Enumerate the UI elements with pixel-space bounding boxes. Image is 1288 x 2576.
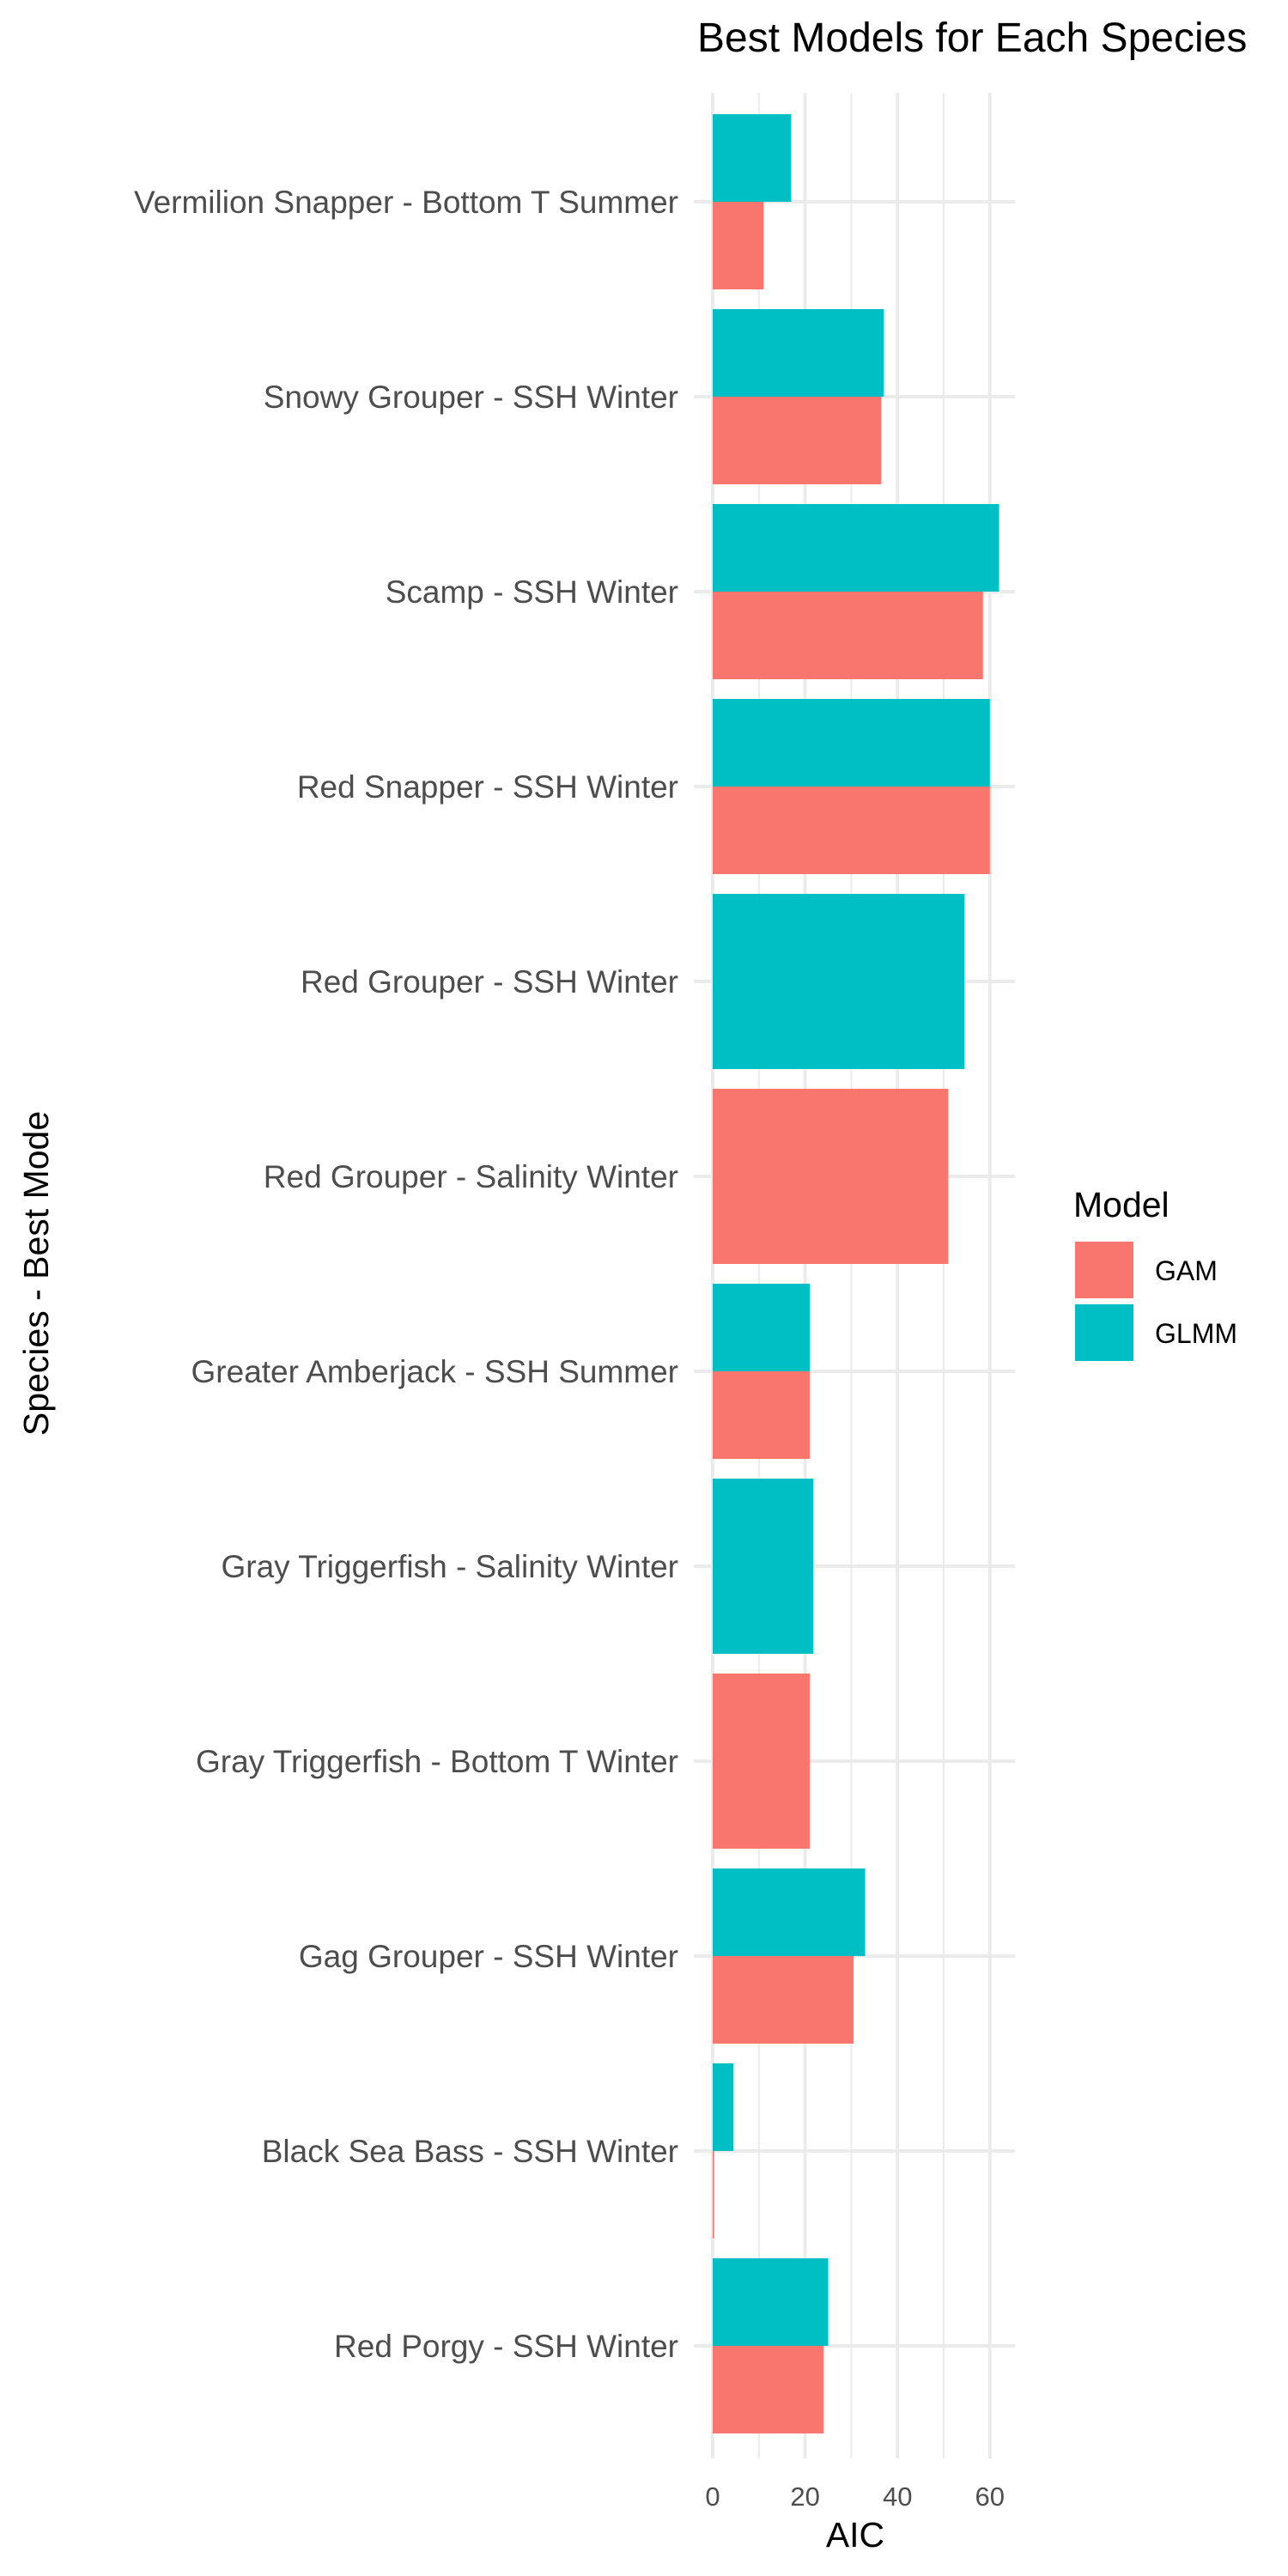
bar-gam bbox=[713, 2151, 714, 2239]
x-tick-label: 40 bbox=[883, 2482, 912, 2512]
category-label: Scamp - SSH Winter bbox=[386, 574, 678, 610]
category-labels: Vermilion Snapper - Bottom T Summer Snowy… bbox=[134, 185, 678, 2364]
x-axis-ticks: 0 20 40 60 bbox=[705, 2482, 1005, 2512]
legend-key-gam bbox=[1075, 1242, 1133, 1298]
category-label: Red Porgy - SSH Winter bbox=[334, 2329, 678, 2364]
category-label: Gray Triggerfish - Bottom T Winter bbox=[196, 1744, 678, 1779]
bar-glmm bbox=[713, 2063, 734, 2151]
legend-label-glmm: GLMM bbox=[1155, 1318, 1237, 1349]
bar-glmm bbox=[713, 699, 990, 787]
legend-key-glmm bbox=[1075, 1304, 1133, 1361]
category-label: Vermilion Snapper - Bottom T Summer bbox=[134, 185, 678, 220]
category-label: Gag Grouper - SSH Winter bbox=[299, 1939, 678, 1974]
legend-title: Model bbox=[1073, 1185, 1170, 1224]
bar-gam bbox=[713, 2346, 824, 2433]
category-label: Greater Amberjack - SSH Summer bbox=[191, 1354, 678, 1389]
bar-gam bbox=[713, 1089, 949, 1264]
bar-gam bbox=[713, 787, 990, 874]
x-tick-label: 60 bbox=[975, 2482, 1005, 2512]
bar-glmm bbox=[713, 114, 792, 202]
legend: Model GAM GLMM bbox=[1073, 1185, 1237, 1361]
bar-gam bbox=[713, 1674, 810, 1849]
bar-gam bbox=[713, 397, 882, 484]
bar-glmm bbox=[713, 1868, 866, 1956]
bar-glmm bbox=[713, 1479, 814, 1654]
bars bbox=[713, 114, 999, 2433]
category-label: Red Grouper - Salinity Winter bbox=[264, 1159, 678, 1194]
bar-glmm bbox=[713, 894, 965, 1069]
x-tick-label: 20 bbox=[790, 2482, 819, 2512]
bar-glmm bbox=[713, 1284, 810, 1371]
bar-gam bbox=[713, 1371, 810, 1459]
category-label: Red Grouper - SSH Winter bbox=[301, 964, 678, 999]
category-label: Black Sea Bass - SSH Winter bbox=[262, 2134, 678, 2169]
y-axis-title: Species - Best Mode bbox=[16, 1111, 56, 1436]
category-label: Snowy Grouper - SSH Winter bbox=[264, 380, 678, 415]
legend-label-gam: GAM bbox=[1155, 1255, 1218, 1286]
bar-gam bbox=[713, 592, 983, 679]
chart-title: Best Models for Each Species bbox=[697, 15, 1247, 61]
category-label: Red Snapper - SSH Winter bbox=[297, 769, 678, 805]
bar-gam bbox=[713, 1956, 854, 2044]
bar-glmm bbox=[713, 504, 999, 592]
category-label: Gray Triggerfish - Salinity Winter bbox=[221, 1549, 678, 1584]
x-axis-title: AIC bbox=[826, 2515, 884, 2555]
bar-glmm bbox=[713, 309, 884, 397]
bar-gam bbox=[713, 202, 764, 289]
x-tick-label: 0 bbox=[705, 2482, 720, 2512]
bar-glmm bbox=[713, 2258, 829, 2346]
